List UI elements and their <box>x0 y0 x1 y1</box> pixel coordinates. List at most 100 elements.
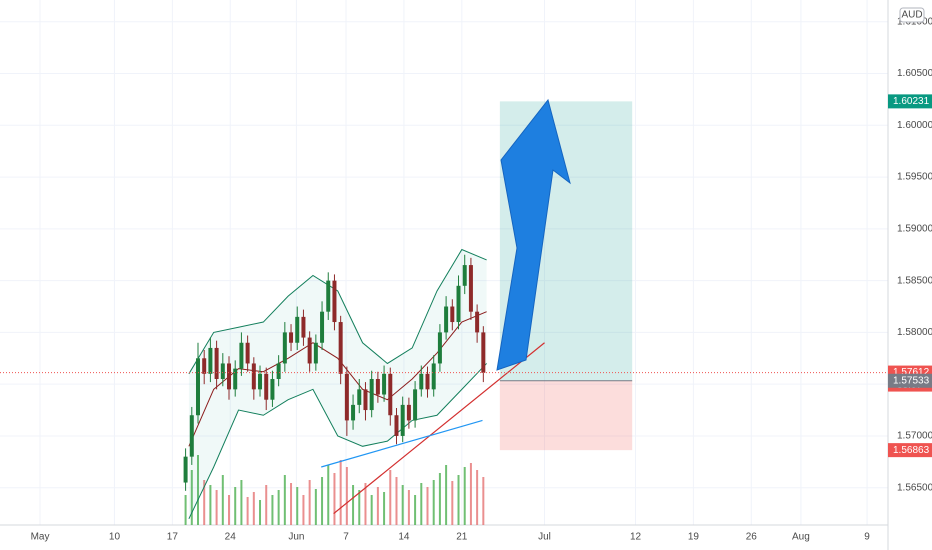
candle-body <box>344 373 349 421</box>
candle-body <box>481 332 486 373</box>
volume-bar <box>339 460 342 525</box>
volume-bar <box>203 480 206 525</box>
candle-body <box>227 363 232 390</box>
volume-bar <box>221 475 224 525</box>
volume-bar <box>358 490 361 525</box>
x-tick-label: 7 <box>343 532 349 543</box>
volume-bar <box>370 495 373 525</box>
trend-line <box>321 419 483 468</box>
volume-bar <box>259 500 262 525</box>
x-tick-label: 12 <box>630 532 642 543</box>
candle-body <box>258 373 263 390</box>
candle-body <box>338 322 343 374</box>
candle-body <box>406 404 411 421</box>
band-middle <box>188 311 487 447</box>
volume-bar <box>308 480 311 525</box>
candle-body <box>289 332 294 343</box>
candle-body <box>233 368 238 390</box>
volume-bar <box>426 487 429 525</box>
arrow <box>496 98 571 371</box>
x-tick-label: 24 <box>225 532 237 543</box>
entry-label-bg <box>888 373 932 388</box>
last-price-label: 1.57612 <box>893 367 930 378</box>
volume-bar <box>283 475 286 525</box>
candle-body <box>301 316 306 338</box>
volume-bar <box>277 490 280 525</box>
candle-body <box>431 363 436 390</box>
volume-bar <box>482 477 485 525</box>
candle-body <box>413 389 418 421</box>
volume-bar <box>265 485 268 525</box>
volume-bar <box>271 495 274 525</box>
volume-bar <box>209 485 212 525</box>
candle-body <box>326 280 331 312</box>
volume-bar <box>314 489 317 525</box>
y-tick-label: 1.58500 <box>897 275 932 286</box>
candle-body <box>363 389 368 411</box>
volume-bar <box>457 475 460 525</box>
volume-bar <box>395 477 398 525</box>
stop-label-bg <box>888 443 932 458</box>
volume-bar <box>240 480 243 525</box>
volume-bar <box>364 483 367 525</box>
volume-bar <box>184 495 187 525</box>
stop-label: 1.56863 <box>893 445 930 456</box>
candle-body <box>468 265 473 312</box>
volume-bar <box>463 467 466 525</box>
candle-body <box>214 347 219 379</box>
candle-body <box>357 389 362 405</box>
candle-body <box>264 373 269 400</box>
y-tick-label: 1.57000 <box>897 431 932 442</box>
band-upper <box>188 248 487 375</box>
candle-body <box>189 415 194 457</box>
candle-body <box>351 404 356 421</box>
candle-body <box>295 316 300 343</box>
x-tick-label: 19 <box>688 532 700 543</box>
volume-bar <box>389 470 392 525</box>
volume-bar <box>296 487 299 525</box>
y-tick-label: 1.59500 <box>897 172 932 183</box>
x-tick-label: 9 <box>864 532 870 543</box>
volume-bar <box>215 490 218 525</box>
candle-body <box>208 347 213 374</box>
candle-body <box>462 265 467 286</box>
candle-body <box>245 342 250 364</box>
volume-bar <box>383 492 386 525</box>
candle-body <box>419 373 424 390</box>
candle-body <box>251 363 256 390</box>
x-tick-label: 10 <box>109 532 121 543</box>
target-label-bg <box>888 94 932 109</box>
volume-bar <box>234 487 237 525</box>
candle-body <box>195 358 200 416</box>
volume-bar <box>345 467 348 525</box>
candle-body <box>270 378 275 400</box>
volume-bar <box>438 473 441 525</box>
volume-bar <box>333 473 336 525</box>
candle-body <box>202 358 207 374</box>
volume-bar <box>451 481 454 525</box>
volume-bar <box>302 495 305 525</box>
x-tick-label: Aug <box>792 532 810 543</box>
x-tick-label: May <box>31 532 50 543</box>
trend-line <box>333 342 545 515</box>
candle-body <box>183 456 188 483</box>
volume-bar <box>352 485 355 525</box>
y-tick-label: 1.59000 <box>897 223 932 234</box>
x-tick-label: 21 <box>456 532 468 543</box>
band-fill <box>188 249 487 519</box>
volume-bar <box>432 480 435 525</box>
candle-body <box>220 363 225 379</box>
y-tick-label: 1.58000 <box>897 327 932 338</box>
volume-bar <box>252 492 255 525</box>
candle-body <box>388 373 393 416</box>
x-tick-label: Jul <box>538 532 551 543</box>
volume-bar <box>445 465 448 525</box>
x-tick-label: 17 <box>167 532 179 543</box>
candle-body <box>239 342 244 369</box>
x-tick-label: Jun <box>288 532 304 543</box>
volume-bar <box>290 483 293 525</box>
y-tick-label: 1.60500 <box>897 68 932 79</box>
candle-body <box>437 332 442 364</box>
candle-body <box>369 378 374 411</box>
